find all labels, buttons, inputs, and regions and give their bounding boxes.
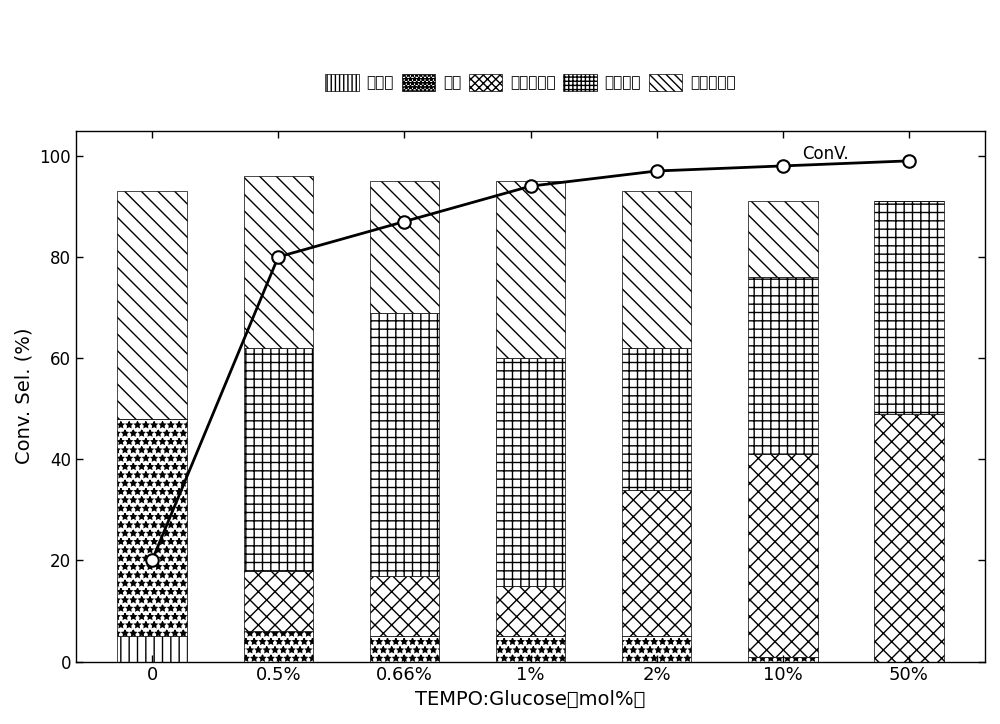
Bar [370, 181, 439, 313]
Y-axis label: Conv. Sel. (%): Conv. Sel. (%) [15, 328, 34, 464]
X-axis label: TEMPO:Glucose（mol%）: TEMPO:Glucose（mol%） [415, 690, 646, 709]
Bar [622, 191, 691, 348]
Bar [496, 358, 565, 586]
Bar [370, 576, 439, 636]
Bar [748, 657, 818, 662]
Bar [370, 636, 439, 662]
Text: ConV.: ConV. [802, 146, 848, 164]
Bar [874, 413, 944, 662]
Bar [370, 313, 439, 576]
Bar [117, 636, 187, 662]
Bar [117, 191, 187, 418]
Bar [244, 571, 313, 631]
Bar [622, 348, 691, 489]
Bar [748, 277, 818, 454]
Bar [496, 181, 565, 358]
Bar [117, 418, 187, 636]
Bar [496, 636, 565, 662]
Legend: 酒石酸, 草酸, 葡萄糖醇酸, 葡萄糖酸, 葡萄糖二酸: 酒石酸, 草酸, 葡萄糖醇酸, 葡萄糖酸, 葡萄糖二酸 [321, 69, 740, 96]
Bar [244, 348, 313, 571]
Bar [244, 176, 313, 348]
Bar [874, 201, 944, 413]
Bar [748, 454, 818, 657]
Bar [748, 201, 818, 277]
Bar [622, 636, 691, 662]
Bar [496, 586, 565, 636]
Bar [622, 489, 691, 636]
Bar [244, 631, 313, 662]
